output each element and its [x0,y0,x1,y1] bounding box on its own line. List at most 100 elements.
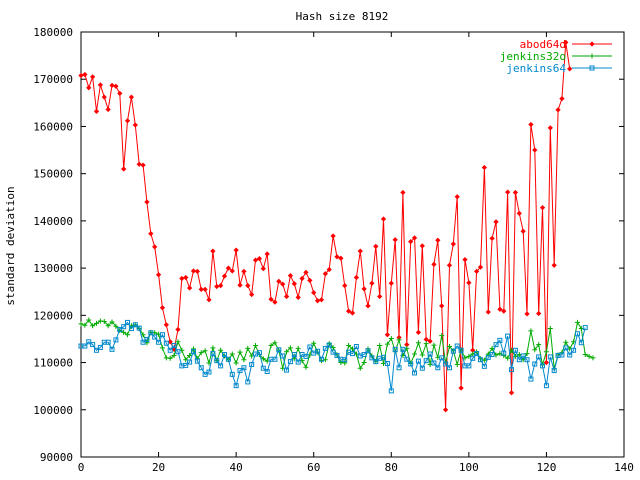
data-point [501,350,507,356]
data-point [105,323,111,329]
plot-frame [80,31,625,458]
data-point [152,244,158,250]
data-point [260,265,266,272]
data-point [136,161,142,167]
data-point [315,348,321,354]
data-point [222,352,228,358]
data-point [198,286,204,292]
y-tick-label: 90000 [40,451,73,464]
data-point [144,199,150,205]
data-point [485,309,491,315]
data-point [411,235,418,241]
data-point [589,65,595,71]
data-point [148,231,154,237]
x-tick-label: 120 [536,461,556,474]
data-point [225,265,232,271]
data-point [284,349,290,355]
data-point [78,72,84,79]
data-point [260,365,266,371]
data-point [314,298,321,304]
data-point [512,189,519,196]
data-point [547,354,553,360]
data-point [128,326,134,332]
data-point [175,326,181,333]
data-point [524,357,530,363]
data-point [334,254,340,260]
data-point [589,41,595,47]
data-point [547,125,553,131]
data-point [264,251,270,257]
data-point [245,345,251,351]
data-point [536,310,542,317]
data-point [450,348,456,354]
y-tick-label: 170000 [33,73,73,86]
data-point [167,347,173,353]
data-point [330,349,336,355]
data-point [435,365,441,371]
data-point [175,349,181,355]
data-point [82,343,88,349]
data-point [509,367,515,373]
data-point [90,323,96,329]
x-tick-label: 80 [385,461,398,474]
data-point [334,352,340,358]
series-jenkins32o [78,317,596,372]
y-tick-label: 110000 [33,357,73,370]
data-point [121,324,127,330]
data-point [233,360,239,366]
data-point [442,407,449,413]
data-point [272,340,278,346]
data-point [384,361,390,366]
data-point [253,343,259,349]
legend-label: jenkins32o [500,50,566,63]
data-point [392,237,398,243]
data-point [563,345,569,351]
data-point [268,343,274,349]
data-point [155,272,162,278]
data-point [97,344,103,350]
data-point [384,332,391,338]
data-point [361,352,367,358]
data-point [287,345,293,351]
data-point [536,342,542,348]
data-point [125,319,131,325]
data-point [380,216,387,222]
data-point [190,349,196,355]
data-point [186,285,193,291]
data-point [404,356,410,362]
y-tick-label: 150000 [33,168,73,181]
data-point [303,364,309,370]
data-point [353,344,359,349]
data-point [532,347,538,353]
data-point [439,333,445,339]
data-point [198,365,204,371]
data-point [90,342,96,348]
data-point [326,342,332,348]
data-point [466,363,472,369]
data-point [446,344,452,349]
data-point [260,356,266,362]
series-layer [78,39,596,413]
data-point [295,359,301,365]
data-point [377,343,383,349]
data-point [276,278,282,284]
data-point [489,345,495,351]
data-point [124,118,131,124]
data-point [384,341,390,347]
data-point [206,297,212,303]
y-tick-label: 120000 [33,309,73,322]
data-point [373,243,379,250]
data-point [117,327,123,332]
data-point [528,328,534,334]
data-point [427,338,433,344]
data-point [427,351,433,357]
data-point [121,329,127,335]
data-point [408,361,414,367]
data-point [113,337,119,343]
data-point [481,363,487,369]
data-point [295,294,301,301]
data-point [563,39,569,46]
data-point [241,365,247,371]
